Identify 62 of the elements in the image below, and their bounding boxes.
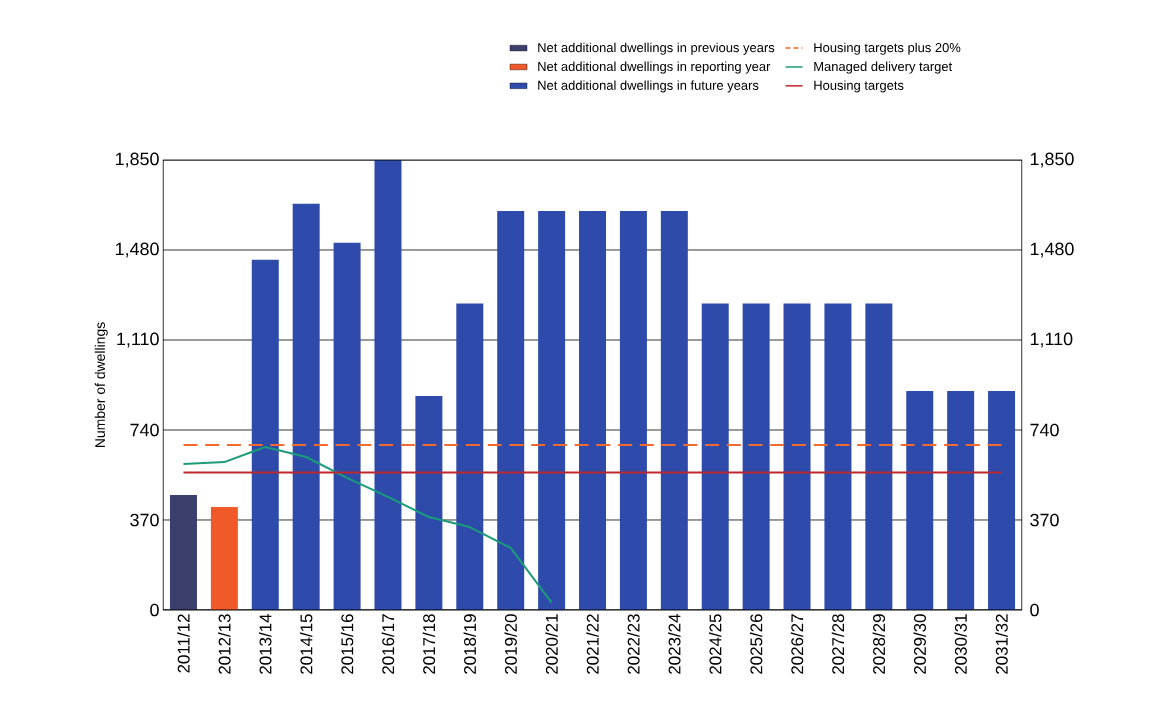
y-tick-label: 370 [130,513,159,527]
x-tick-label: 2012/13 [218,614,231,674]
x-tick-label: 2027/28 [831,614,845,674]
x-tick-label: 2019/20 [504,614,517,674]
x-tick-label: 2031/32 [995,614,1008,674]
bar [210,507,238,610]
x-tick-label: 2029/30 [913,614,926,674]
bar [988,391,1016,610]
bar [251,259,279,610]
x-tick-label: 2022/23 [627,614,640,674]
y2-tick-label: 1,480 [1030,242,1074,258]
x-tick-label: 2020/21 [545,614,558,674]
bar [169,494,197,610]
y2-tick-label: 1,110 [1030,332,1073,348]
legend-label: Housing targets [814,80,904,93]
legend-label: Managed delivery target [814,61,953,74]
bar [374,159,402,610]
x-tick-label: 2024/25 [709,614,722,674]
y2-tick-label: 370 [1030,513,1059,527]
bar [538,211,566,610]
bar [497,211,525,610]
x-tick-label: 2014/15 [299,614,313,674]
bar [579,211,607,610]
bar [906,391,934,610]
legend-label: Net additional dwellings in future years [538,80,759,93]
x-tick-label: 2017/18 [422,614,436,674]
bar [824,303,852,610]
x-tick-label: 2025/26 [749,614,763,674]
bar [742,303,770,610]
x-tick-label: 2030/31 [954,614,967,674]
x-tick-label: 2013/14 [259,614,272,674]
bar [456,303,484,610]
legend-label: Housing targets plus 20% [814,42,961,55]
bar [292,203,320,610]
y-tick-label: 740 [130,423,159,437]
y2-tick-label: 740 [1030,423,1059,437]
legend-label: Net additional dwellings in reporting year [538,61,771,74]
bar [701,303,729,610]
y-tick-label: 0 [150,603,159,617]
y-tick-label: 1,480 [115,242,159,258]
x-tick-label: 2016/17 [381,614,395,674]
bar [660,211,688,610]
bar [947,391,975,610]
x-tick-label: 2028/29 [872,614,886,674]
bar [415,395,443,610]
legend-label: Net additional dwellings in previous years [538,42,775,55]
bar [865,303,893,610]
y-tick-label: 1,110 [117,332,159,348]
x-tick-label: 2026/27 [790,614,804,674]
y-tick-label: 1,850 [115,152,159,168]
line-series [182,446,553,604]
y2-tick-label: 1,850 [1030,152,1074,168]
x-tick-label: 2018/19 [463,614,477,674]
x-tick-label: 2023/24 [668,614,681,674]
x-tick-label: 2011/12 [177,614,190,673]
bar [333,242,361,610]
x-tick-label: 2015/16 [340,614,354,674]
bar [619,211,647,610]
x-tick-label: 2021/22 [586,614,599,674]
y2-tick-label: 0 [1030,603,1039,617]
y-axis-title: Number of dwellings [94,322,108,448]
bar [783,303,811,610]
